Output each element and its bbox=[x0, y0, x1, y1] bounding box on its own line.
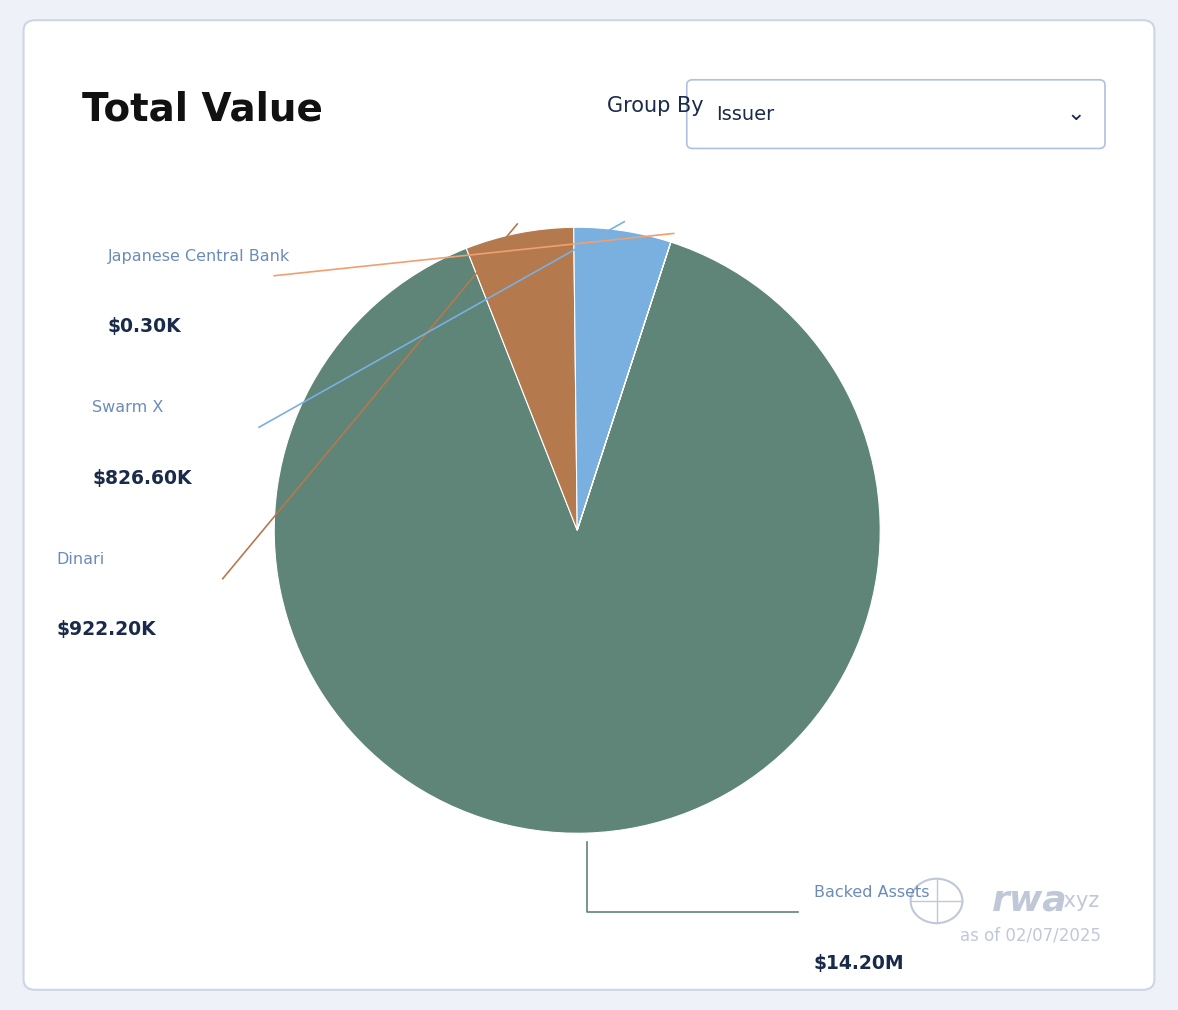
FancyBboxPatch shape bbox=[24, 20, 1154, 990]
Text: .xyz: .xyz bbox=[1058, 891, 1100, 911]
Text: Total Value: Total Value bbox=[82, 91, 323, 129]
Text: Swarm X: Swarm X bbox=[92, 400, 164, 415]
Wedge shape bbox=[274, 242, 880, 833]
Text: $14.20M: $14.20M bbox=[814, 953, 905, 973]
Text: Dinari: Dinari bbox=[57, 551, 105, 567]
Text: Japanese Central Bank: Japanese Central Bank bbox=[107, 248, 290, 264]
Text: $0.30K: $0.30K bbox=[107, 317, 181, 336]
Text: $826.60K: $826.60K bbox=[92, 469, 192, 488]
Wedge shape bbox=[574, 227, 670, 530]
FancyBboxPatch shape bbox=[687, 80, 1105, 148]
Text: $922.20K: $922.20K bbox=[57, 620, 155, 639]
Text: Group By: Group By bbox=[607, 96, 703, 116]
Text: Backed Assets: Backed Assets bbox=[814, 885, 929, 900]
Wedge shape bbox=[577, 242, 670, 530]
Text: ⌄: ⌄ bbox=[1066, 104, 1085, 124]
Text: as of 02/07/2025: as of 02/07/2025 bbox=[960, 926, 1101, 944]
Text: Issuer: Issuer bbox=[716, 105, 774, 123]
Text: rwa: rwa bbox=[992, 884, 1067, 918]
Wedge shape bbox=[466, 227, 577, 530]
